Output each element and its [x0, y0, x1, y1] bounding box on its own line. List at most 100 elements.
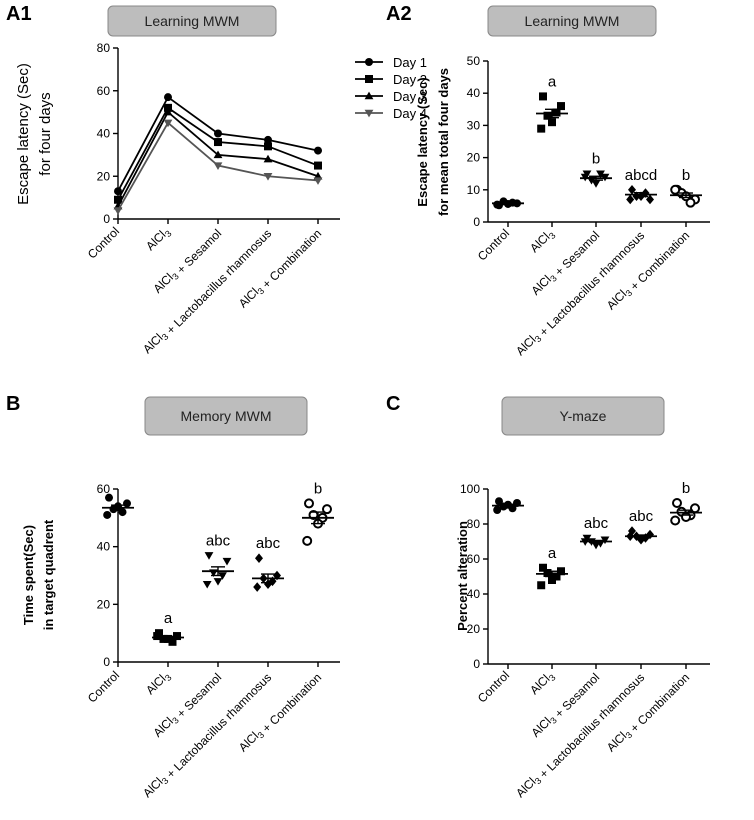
- data-point: [213, 150, 223, 159]
- y-axis-label: Time spent(Sec): [21, 525, 36, 625]
- y-tick-label: 20: [97, 597, 111, 611]
- title-box: [501, 396, 665, 436]
- significance-label: a: [164, 610, 173, 627]
- data-point: [313, 177, 323, 185]
- data-point: [202, 580, 212, 589]
- panel-label: A1: [6, 3, 32, 25]
- data-point: [105, 493, 113, 502]
- data-point: [495, 497, 503, 506]
- y-tick-label: 10: [467, 183, 481, 197]
- data-point: [123, 499, 131, 508]
- chart-title: Learning MWM: [525, 13, 620, 29]
- data-point: [213, 578, 223, 586]
- significance-label: b: [682, 480, 690, 497]
- data-point: [263, 154, 273, 163]
- data-point: [591, 180, 601, 188]
- y-tick-label: 40: [467, 86, 481, 100]
- y-tick-label: 20: [467, 151, 481, 165]
- data-point: [322, 504, 332, 515]
- y-tick-label: 40: [467, 587, 481, 601]
- data-point: [304, 498, 314, 509]
- x-tick-label: AlCl3: [527, 226, 557, 256]
- data-point: [552, 108, 561, 117]
- chart-title: Learning MWM: [145, 13, 240, 29]
- data-point: [168, 637, 177, 646]
- significance-label: abc: [256, 535, 281, 552]
- legend-marker: [365, 58, 373, 66]
- panel-label: B: [6, 393, 20, 415]
- x-tick-label: AlCl3 + Combination: [604, 668, 692, 756]
- data-point: [670, 515, 681, 526]
- chart-title: Y-maze: [560, 408, 607, 424]
- data-point: [264, 579, 272, 589]
- y-tick-label: 60: [467, 552, 481, 566]
- y-tick-label: 60: [97, 84, 111, 98]
- panel-a1: A1 Learning MWM 0 20 40 60 80 Escape latency (S…: [6, 3, 427, 356]
- panel-b: B Memory MWM 0 20 40 60 Time spent(Sec) in targ…: [6, 393, 340, 800]
- data-point: [222, 557, 232, 566]
- y-tick-label: 0: [103, 655, 110, 669]
- y-tick-label: 0: [103, 212, 110, 226]
- data-point: [113, 207, 123, 215]
- data-point: [539, 92, 547, 101]
- y-axis-label: Percent alteration: [455, 521, 470, 631]
- significance-label: b: [682, 167, 690, 184]
- title-box: [487, 5, 657, 37]
- y-tick-label: 0: [473, 215, 480, 229]
- y-tick-label: 20: [97, 169, 111, 183]
- y-tick-label: 20: [467, 622, 481, 636]
- data-point: [214, 129, 222, 138]
- data-point: [204, 552, 214, 560]
- data-point: [263, 173, 273, 181]
- y-tick-label: 60: [97, 482, 111, 496]
- y-axis-label: Escape latency (Sec): [15, 63, 32, 205]
- data-point: [273, 570, 281, 581]
- data-point: [685, 197, 696, 208]
- data-point: [164, 93, 172, 102]
- legend-label: Day 4: [393, 106, 427, 121]
- x-tick-label: AlCl3 + Combination: [604, 226, 692, 314]
- x-tick-label: AlCl3 + Combination: [236, 224, 324, 312]
- data-point: [163, 107, 173, 116]
- significance-label: b: [592, 151, 600, 168]
- data-point: [314, 161, 322, 170]
- title-box: [107, 5, 277, 37]
- data-point: [672, 498, 682, 508]
- significance-label: a: [548, 545, 557, 562]
- data-point: [114, 195, 122, 204]
- x-tick-label: AlCl3: [143, 668, 173, 698]
- data-point: [493, 200, 502, 209]
- data-point: [264, 135, 272, 144]
- significance-label: b: [314, 480, 322, 497]
- data-point: [557, 567, 565, 576]
- data-point: [600, 536, 610, 545]
- data-point: [153, 632, 162, 641]
- significance-label: abcd: [625, 167, 658, 184]
- panel-a2: A2 Learning MWM 0 10 20 30 40 50 Escape latency …: [386, 3, 710, 358]
- x-tick-label: Control: [85, 224, 122, 261]
- y-tick-label: 30: [467, 118, 481, 132]
- panel-label: C: [386, 393, 400, 415]
- y-tick-label: 50: [467, 54, 481, 68]
- x-tick-label: AlCl3 + Combination: [236, 668, 324, 756]
- data-point: [557, 102, 565, 111]
- data-point: [163, 119, 173, 128]
- data-point: [114, 187, 122, 196]
- data-point: [548, 576, 556, 584]
- y-axis-label: for four days: [37, 92, 54, 175]
- y-axis-label: Escape latency (Sec): [415, 77, 430, 206]
- data-point: [493, 506, 502, 514]
- y-axis-label: for mean total four days: [436, 68, 451, 216]
- data-point: [302, 535, 313, 546]
- data-point: [264, 142, 272, 151]
- data-point: [548, 118, 556, 127]
- data-point: [646, 194, 654, 205]
- significance-label: abc: [206, 532, 231, 549]
- significance-label: a: [548, 73, 557, 90]
- y-tick-label: 80: [97, 41, 111, 55]
- data-point: [314, 146, 322, 155]
- data-point: [537, 581, 546, 590]
- data-point: [628, 526, 636, 536]
- x-tick-label: Control: [475, 668, 512, 705]
- panel-label: A2: [386, 3, 412, 25]
